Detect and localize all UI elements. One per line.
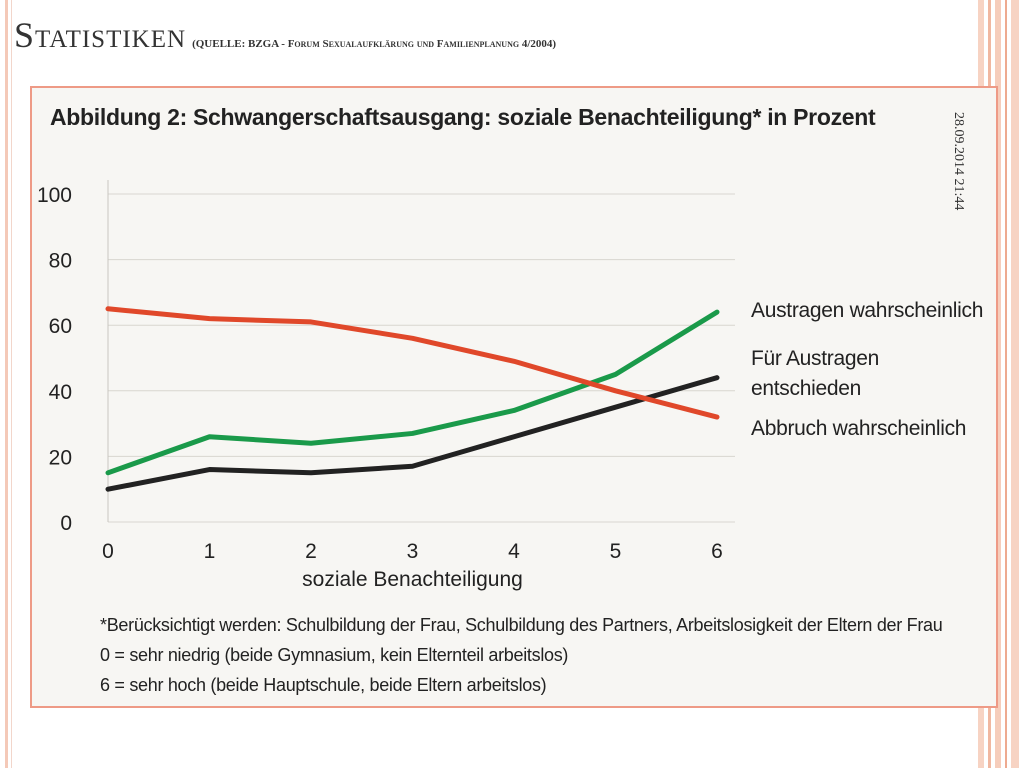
x-tick-label: 5 — [610, 540, 622, 563]
x-tick-label: 3 — [407, 540, 419, 563]
y-tick-label: 100 — [37, 184, 72, 207]
line-chart: 0 20 40 60 80 100 0 1 2 3 4 5 6 soziale Benachteiligu… — [37, 180, 735, 591]
y-tick-label: 80 — [49, 250, 72, 273]
x-tick-label: 6 — [711, 540, 723, 563]
series-line — [105, 309, 720, 476]
footnote-scale-low: 0 = sehr niedrig (beide Gymnasium, kein … — [100, 645, 569, 665]
series-line — [105, 306, 720, 420]
figure-panel: Abbildung 2: Schwangerschaftsausgang: so… — [30, 86, 998, 708]
x-tick-label: 1 — [204, 540, 216, 563]
slide-source-text: (QUELLE: BZGA - Forum Sexualaufklärung u… — [192, 38, 557, 50]
date-stamp: 28.09.2014 21:44 — [951, 112, 966, 211]
slide-title-text: Statistiken — [14, 15, 187, 55]
left-border-line-thin — [11, 0, 12, 768]
series-label-fuer-austragen-entschieden: Für Austragen entschieden — [751, 347, 880, 400]
slide-title: Statistiken (QUELLE: BZGA - Forum Sexuala… — [14, 14, 556, 56]
y-tick-label: 20 — [49, 446, 72, 469]
y-tick-label: 60 — [49, 315, 72, 338]
series-label-austragen-wahrscheinlich: Austragen wahrscheinlich — [751, 299, 984, 322]
series-line — [105, 375, 720, 492]
y-tick-label: 0 — [60, 512, 72, 535]
left-border-line — [5, 0, 8, 768]
chart-title: Abbildung 2: Schwangerschaftsausgang: so… — [50, 104, 876, 130]
y-tick-label: 40 — [49, 381, 72, 404]
x-tick-label: 4 — [508, 540, 520, 563]
footnote-scale-high: 6 = sehr hoch (beide Hauptschule, beide … — [100, 675, 547, 695]
series-label-abbruch-wahrscheinlich: Abbruch wahrscheinlich — [751, 417, 967, 440]
x-tick-label: 0 — [102, 540, 114, 563]
x-tick-label: 2 — [305, 540, 317, 563]
x-axis-label: soziale Benachteiligung — [302, 568, 523, 591]
footnote-criteria: *Berücksichtigt werden: Schulbildung der… — [100, 615, 943, 635]
